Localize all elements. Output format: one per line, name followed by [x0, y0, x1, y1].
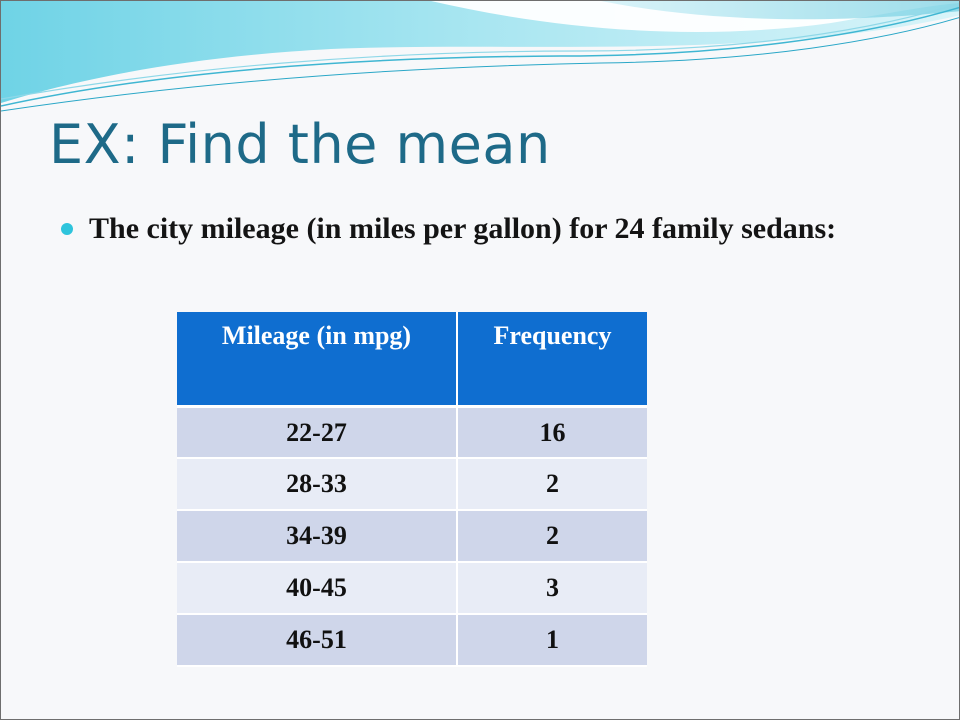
frequency-cell: 16	[457, 406, 647, 459]
header-frequency: Frequency	[457, 312, 647, 408]
bullet-dot-icon	[61, 223, 73, 235]
slide-title: EX: Find the mean	[49, 113, 551, 176]
table-row: 34-39 2	[177, 510, 647, 563]
frequency-cell: 1	[457, 614, 647, 667]
header-mileage: Mileage (in mpg)	[177, 312, 458, 408]
mileage-cell: 28-33	[177, 458, 458, 511]
mileage-cell: 22-27	[177, 406, 458, 459]
mileage-cell: 40-45	[177, 562, 458, 615]
frequency-cell: 3	[457, 562, 647, 615]
mileage-cell: 46-51	[177, 614, 458, 667]
table-header-row: Mileage (in mpg) Frequency	[177, 312, 647, 408]
table-row: 22-27 16	[177, 406, 647, 459]
table-row: 46-51 1	[177, 614, 647, 667]
table-row: 28-33 2	[177, 458, 647, 511]
mileage-cell: 34-39	[177, 510, 458, 563]
table-row: 40-45 3	[177, 562, 647, 615]
bullet-text: The city mileage (in miles per gallon) f…	[89, 212, 837, 245]
decorative-wave	[1, 1, 959, 112]
frequency-cell: 2	[457, 458, 647, 511]
frequency-cell: 2	[457, 510, 647, 563]
frequency-table: Mileage (in mpg) Frequency 22-27 16 28-3…	[177, 312, 647, 667]
